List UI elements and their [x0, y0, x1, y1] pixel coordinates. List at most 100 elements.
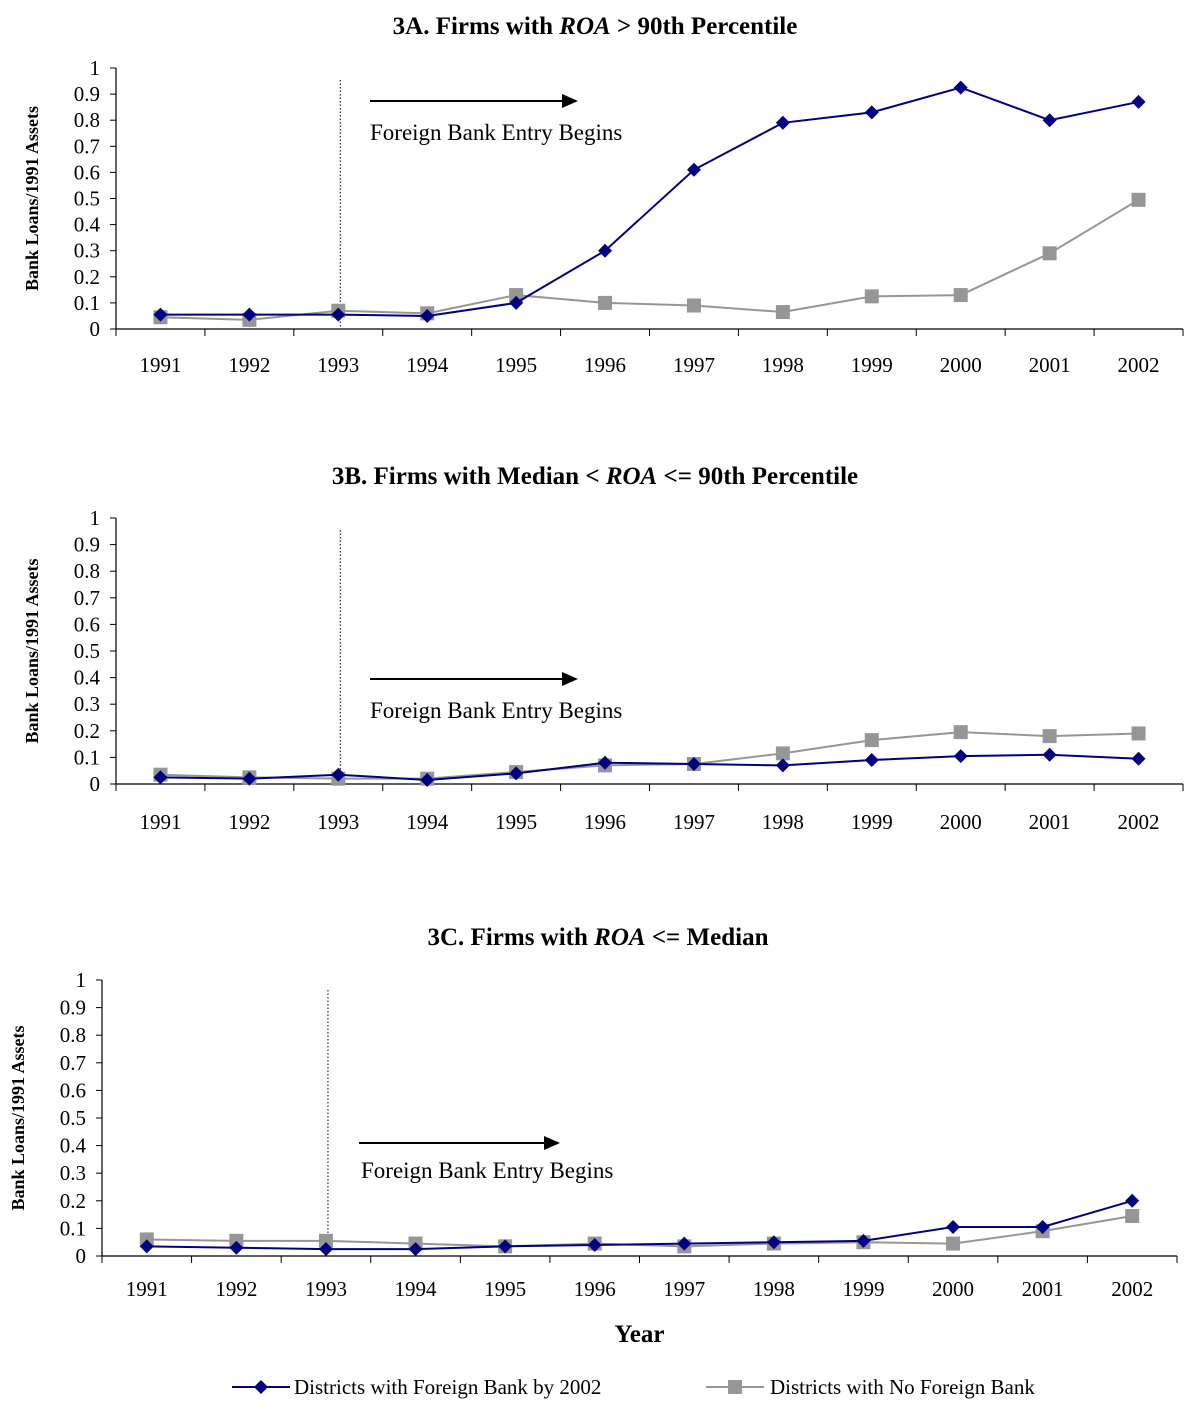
y-tick-label: 0.1 — [74, 745, 100, 769]
x-axis-title: Year — [615, 1321, 665, 1348]
data-point-square — [864, 733, 879, 748]
data-point-square — [1131, 726, 1146, 741]
x-tick-label: 2000 — [932, 1277, 974, 1301]
data-point-diamond — [420, 308, 435, 323]
chart-title-italic-part: ROA — [605, 463, 657, 490]
data-point-diamond — [242, 307, 257, 322]
x-tick-label: 2000 — [940, 810, 982, 834]
data-point-diamond — [953, 749, 968, 764]
legend-label-series-1: Districts with Foreign Bank by 2002 — [294, 1375, 601, 1399]
x-tick-label: 1998 — [753, 1277, 795, 1301]
x-tick-label: 2002 — [1111, 1277, 1153, 1301]
legend-label-series-2: Districts with No Foreign Bank — [770, 1375, 1035, 1399]
y-tick-label: 0.3 — [74, 239, 100, 263]
data-point-diamond — [420, 773, 435, 788]
y-axis-label: Bank Loans/1991 Assets — [22, 106, 42, 291]
data-point-diamond — [946, 1220, 961, 1235]
data-point-diamond — [1125, 1193, 1140, 1208]
series-line-1 — [160, 86, 1139, 317]
x-tick-label: 1998 — [762, 810, 804, 834]
annotation-arrow-head — [544, 1136, 560, 1150]
y-tick-label: 0.9 — [74, 533, 100, 557]
x-tick-label: 1993 — [317, 353, 359, 377]
data-point-diamond — [953, 80, 968, 95]
series-line-1 — [160, 753, 1139, 782]
annotation-arrow-head — [562, 672, 578, 686]
x-tick-label: 2001 — [1022, 1277, 1064, 1301]
annotation-label: Foreign Bank Entry Begins — [370, 120, 622, 145]
x-tick-label: 1996 — [574, 1277, 616, 1301]
y-tick-label: 0.7 — [60, 1051, 86, 1075]
y-tick-label: 0.7 — [74, 586, 100, 610]
y-tick-label: 0.6 — [74, 612, 100, 636]
y-tick-label: 0.4 — [74, 213, 101, 237]
data-point-diamond — [598, 755, 613, 770]
x-tick-label: 1997 — [673, 353, 715, 377]
y-axis-label: Bank Loans/1991 Assets — [8, 1025, 28, 1210]
x-tick-label: 1992 — [228, 810, 270, 834]
x-tick-label: 2001 — [1029, 810, 1071, 834]
x-tick-label: 1998 — [762, 353, 804, 377]
x-tick-label: 1996 — [584, 810, 626, 834]
data-point-diamond — [1131, 94, 1146, 109]
data-point-diamond — [587, 1237, 602, 1252]
data-point-diamond — [509, 766, 524, 781]
x-tick-label: 1995 — [484, 1277, 526, 1301]
y-tick-label: 0.2 — [74, 719, 100, 743]
data-point-square — [775, 305, 790, 320]
x-tick-label: 1995 — [495, 353, 537, 377]
data-point-square — [953, 725, 968, 740]
y-tick-label: 0.8 — [74, 108, 100, 132]
y-tick-label: 0.2 — [74, 265, 100, 289]
chart-title: 3A. Firms with ROA > 90th Percentile — [393, 13, 798, 40]
chart-title-part: <= Median — [646, 924, 769, 951]
series-line-2 — [146, 1214, 1133, 1248]
y-tick-label: 0.2 — [60, 1189, 86, 1213]
data-point-diamond — [153, 770, 168, 785]
data-point-diamond — [1035, 1220, 1050, 1235]
x-tick-label: 1993 — [317, 810, 359, 834]
y-tick-label: 0.4 — [60, 1134, 87, 1158]
chart-title: 3B. Firms with Median < ROA <= 90th Perc… — [332, 463, 858, 490]
data-point-diamond — [229, 1240, 244, 1255]
x-tick-label: 1991 — [126, 1277, 168, 1301]
annotation-arrow-head — [562, 94, 578, 108]
annotation-label: Foreign Bank Entry Begins — [370, 698, 622, 723]
chart-panel-2: 3B. Firms with Median < ROA <= 90th Perc… — [22, 463, 1184, 834]
data-point-diamond — [509, 295, 524, 310]
y-tick-label: 0.1 — [60, 1216, 86, 1240]
data-point-diamond — [331, 767, 346, 782]
y-tick-label: 0.3 — [60, 1161, 86, 1185]
data-point-diamond — [1131, 751, 1146, 766]
y-tick-label: 0.5 — [60, 1106, 86, 1130]
x-tick-label: 1992 — [228, 353, 270, 377]
chart-title-part: 3A. Firms with — [393, 13, 560, 40]
data-point-diamond — [408, 1242, 423, 1257]
data-point-diamond — [318, 1242, 333, 1257]
y-tick-label: 0.5 — [74, 639, 100, 663]
x-tick-label: 1995 — [495, 810, 537, 834]
x-tick-label: 1992 — [215, 1277, 257, 1301]
x-tick-label: 1997 — [663, 1277, 705, 1301]
x-tick-label: 1999 — [842, 1277, 884, 1301]
legend-marker-diamond — [254, 1380, 268, 1394]
data-point-diamond — [498, 1239, 513, 1254]
data-point-square — [1042, 246, 1057, 261]
chart-panel-1: 3A. Firms with ROA > 90th Percentile Bank… — [22, 13, 1184, 377]
x-tick-label: 2002 — [1118, 810, 1160, 834]
series-line-2 — [160, 731, 1139, 780]
x-tick-label: 1991 — [139, 810, 181, 834]
data-point-diamond — [153, 307, 168, 322]
annotation-label: Foreign Bank Entry Begins — [361, 1158, 613, 1183]
y-tick-label: 0.9 — [74, 82, 100, 106]
data-point-square — [509, 288, 524, 303]
data-point-diamond — [677, 1236, 692, 1251]
data-point-diamond — [1042, 113, 1057, 128]
y-tick-label: 0.6 — [60, 1078, 86, 1102]
x-tick-label: 1994 — [406, 353, 449, 377]
x-tick-label: 2001 — [1029, 353, 1071, 377]
y-tick-label: 0.7 — [74, 134, 100, 158]
data-point-diamond — [775, 758, 790, 773]
legend: Districts with Foreign Bank by 2002 Dist… — [232, 1375, 1035, 1399]
